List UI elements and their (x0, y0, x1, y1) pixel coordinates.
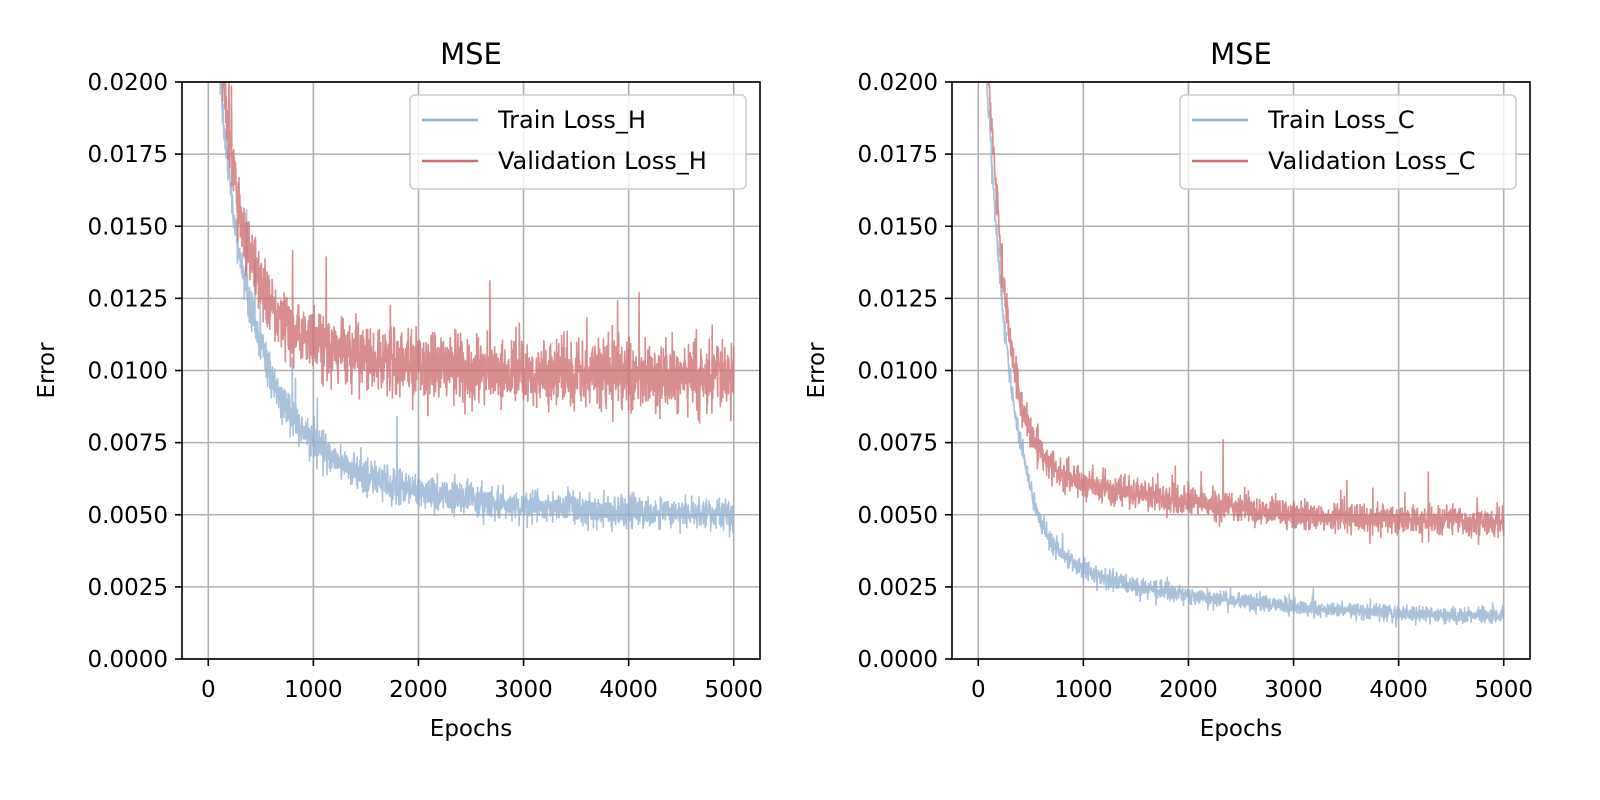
y-tick-label: 0.0100 (88, 359, 168, 385)
y-tick-label: 0.0000 (88, 647, 168, 673)
y-tick-label: 0.0175 (88, 142, 168, 168)
y-tick-label: 0.0125 (858, 286, 938, 312)
x-tick-label: 3000 (1264, 677, 1323, 703)
x-tick-label: 4000 (599, 677, 658, 703)
x-tick-label: 3000 (494, 677, 553, 703)
y-tick-label: 0.0200 (88, 70, 168, 96)
y-axis-label: Error (34, 342, 60, 399)
x-tick-label: 0 (971, 677, 986, 703)
legend-label: Validation Loss_H (498, 147, 707, 175)
y-tick-label: 0.0100 (858, 359, 938, 385)
x-tick-label: 5000 (1474, 677, 1533, 703)
y-tick-label: 0.0025 (88, 575, 168, 601)
x-tick-label: 1000 (284, 677, 343, 703)
series-line-train-loss-h (219, 82, 735, 538)
x-axis-label: Epochs (430, 716, 512, 742)
y-tick-label: 0.0075 (858, 431, 938, 457)
legend-label: Validation Loss_C (1268, 147, 1476, 175)
y-tick-label: 0.0075 (88, 431, 168, 457)
x-tick-label: 4000 (1369, 677, 1428, 703)
y-tick-label: 0.0175 (858, 142, 938, 168)
x-tick-label: 2000 (389, 677, 448, 703)
y-tick-label: 0.0125 (88, 286, 168, 312)
series-line-validation-loss-c (987, 82, 1505, 545)
legend: Train Loss_C Validation Loss_C (1179, 94, 1517, 190)
chart-title: MSE (440, 37, 502, 71)
y-axis-label: Error (804, 342, 830, 399)
y-tick-label: 0.0150 (858, 214, 938, 240)
series-group (219, 82, 735, 538)
x-tick-label: 2000 (1159, 677, 1218, 703)
y-tick-label: 0.0050 (858, 503, 938, 529)
chart-2: 0 1000 2000 3000 4000 5000 0.0000 0.0025 0.0050 0… (804, 37, 1533, 742)
x-axis-label: Epochs (1200, 716, 1282, 742)
series-group (985, 82, 1505, 628)
y-tick-label: 0.0150 (88, 214, 168, 240)
y-tick-label: 0.0200 (858, 70, 938, 96)
series-line-train-loss-c (985, 82, 1505, 628)
y-tick-label: 0.0025 (858, 575, 938, 601)
legend-label: Train Loss_C (1267, 106, 1415, 134)
y-tick-label: 0.0000 (858, 647, 938, 673)
legend-label: Train Loss_H (497, 106, 646, 134)
chart-title: MSE (1210, 37, 1272, 71)
chart-1: 0 1000 2000 3000 4000 5000 0.0000 0.0025 0.0050 0… (34, 37, 763, 742)
x-tick-label: 0 (201, 677, 216, 703)
y-tick-label: 0.0050 (88, 503, 168, 529)
x-tick-label: 1000 (1054, 677, 1113, 703)
x-tick-label: 5000 (704, 677, 763, 703)
legend-box (1179, 94, 1517, 190)
legend-box (409, 94, 747, 190)
legend: Train Loss_H Validation Loss_H (409, 94, 747, 190)
series-line-validation-loss-h (221, 82, 735, 424)
